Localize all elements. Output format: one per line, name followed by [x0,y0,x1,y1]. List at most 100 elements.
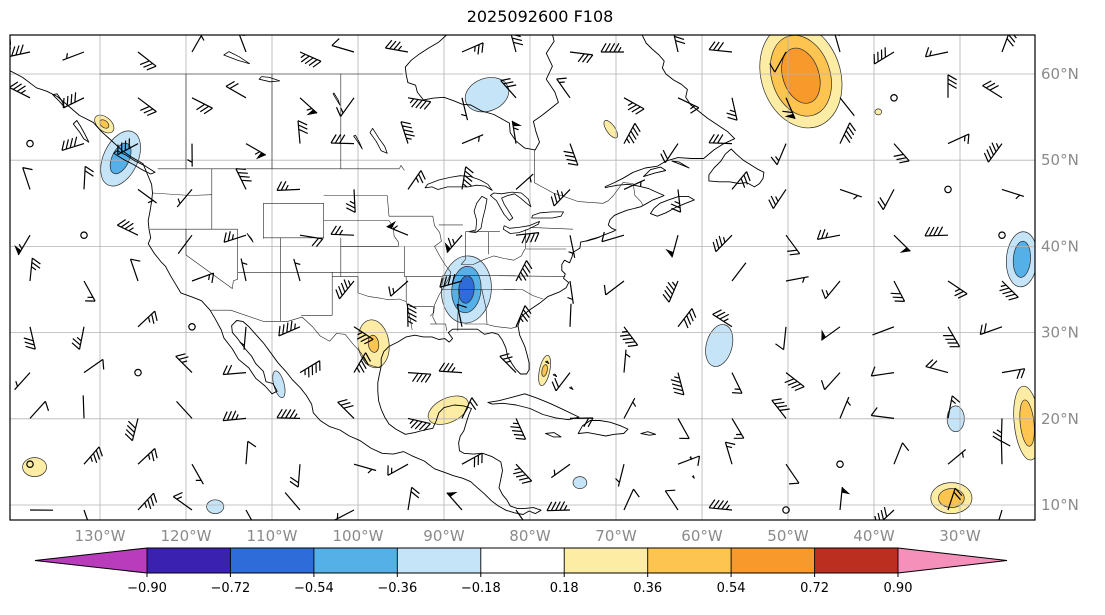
barb-shaft [999,280,1019,301]
barb-shaft [775,326,787,351]
barb-shaft [515,305,532,328]
wind-barb [333,509,355,520]
wind-barb [785,276,809,283]
anomaly-region-ne-atlantic-low [1005,231,1035,288]
wind-barb [330,134,355,145]
wind-barb [116,219,139,236]
barb-shaft [353,463,377,474]
barb-shaft [677,308,697,329]
basemap-line [689,456,693,460]
colorbar-tick-label: 0.72 [800,581,829,596]
barb-shaft [386,225,409,236]
barb-pennant [784,113,796,119]
wind-barb [677,455,701,466]
barb-shaft [511,120,519,144]
anomaly-region-e-pacific-high [22,457,47,477]
colorbar-tick-label: 0.54 [717,581,746,596]
barb-shaft [546,501,571,512]
barb-shaft [925,359,949,374]
x-tick-label: 90°W [423,527,465,545]
wind-barb [297,120,309,144]
wind-barb [839,97,855,117]
wind-barb [893,234,911,253]
barb-shaft [551,372,571,392]
basemap-line [649,195,695,217]
barb-shaft [567,280,574,304]
barb-shaft [731,372,743,394]
colorbar-segment [814,548,899,573]
barb-shaft [461,452,483,468]
barb-shaft [569,51,594,64]
wind-barb [623,97,645,115]
wind-barb [947,395,961,419]
barb-shaft [785,234,801,256]
wind-barb [785,463,800,485]
wind-barb [500,78,517,99]
anomaly-region-caribbean-low [572,476,588,489]
barb-shaft [623,122,641,144]
barb-shaft [446,492,463,511]
wind-barb [345,189,356,213]
barb-shaft [83,509,89,520]
wind-barb [947,280,968,299]
barb-shaft [1001,188,1025,200]
barb-shaft [137,97,157,117]
wind-barb [873,47,895,65]
wind-barb [22,167,33,190]
barb-shaft [623,349,631,373]
barb-shaft [515,173,534,190]
colorbar: −0.90 −0.72 −0.54 −0.36 −0.18 0.18 0.36 0.54 0.7… [34,547,1008,596]
wind-barbs-layer [10,35,1026,520]
wind-barb [731,262,747,282]
barb-shaft [1001,368,1026,380]
wind-barb [712,309,733,328]
wind-barb [673,35,686,53]
barb-shaft [299,51,322,68]
barb-shaft [299,97,318,114]
wind-barb [83,509,89,520]
colorbar-tick-label: 0.18 [550,581,579,596]
wind-barb [71,326,85,350]
wind-barb [775,326,787,351]
wind-barb [29,257,41,282]
barb-shaft [992,418,1003,442]
barb-shaft [407,170,426,190]
wind-barb [623,122,641,144]
barb-shaft [461,134,484,145]
barb-shaft [10,44,31,57]
barb-shaft [278,320,301,337]
barb-shaft [388,280,409,297]
basemap-line [457,289,460,331]
barb-shaft [499,353,517,374]
wind-barb [386,220,409,236]
wind-barb [331,38,355,53]
barb-shaft [299,234,324,247]
anomaly-contour [367,334,380,353]
barb-pennant [512,120,522,127]
basemap-line [332,92,341,106]
barb-shaft [124,418,139,442]
wind-barb [388,280,409,297]
barb-shaft [387,463,409,476]
barb-shaft [461,42,484,55]
wind-barb [731,372,743,394]
barb-shaft [439,273,463,288]
barb-pennant [665,248,674,258]
wind-barb [353,463,377,474]
barb-shaft [187,143,193,167]
barb-shaft [998,509,1003,520]
barb-shaft [461,97,469,121]
barb-shaft [623,488,640,511]
barb-shaft [176,189,193,208]
barb-shaft [662,280,679,303]
barb-shaft [873,47,895,65]
wind-barb [191,463,204,485]
anomaly-region-labrador-sea-high [759,35,843,129]
basemap-line [429,216,452,317]
barb-shaft [712,309,733,328]
barb-shaft [510,418,527,440]
wind-barb [893,143,910,164]
wind-barb [276,181,301,191]
anomaly-contour [705,324,734,367]
barb-shaft [924,47,949,58]
